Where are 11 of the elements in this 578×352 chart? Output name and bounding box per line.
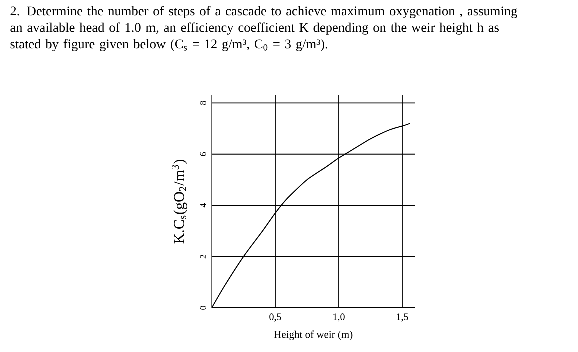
y-tick-label: 8 [200, 101, 206, 106]
y-tick-label: 6 [200, 152, 206, 156]
chart-title: 2. Determine the number of steps of a cascade to achieve maximum oxygenation , assuming an available head of 1.0 m, an efficiency coefficient K depending on the weir height h as stated by figure given below (C$_{s}$ = 12 g/m³, C$_{0}$ = 3 g/m³). [10, 6, 518, 52]
x-axis-title: Height of weir (m) [274, 330, 353, 340]
y-tick-label: 0 [200, 306, 206, 310]
x-tick-label: 1,0 [334, 314, 345, 322]
y-axis-title: K.C$_{s}$(gO$_{2}$/m$^{3}$) [172, 160, 188, 244]
x-tick-label: 0,5 [270, 314, 282, 322]
y-tick-label: 4 [200, 203, 206, 208]
x-tick-label: 1,5 [397, 314, 408, 322]
y-tick-label: 2 [200, 255, 206, 259]
